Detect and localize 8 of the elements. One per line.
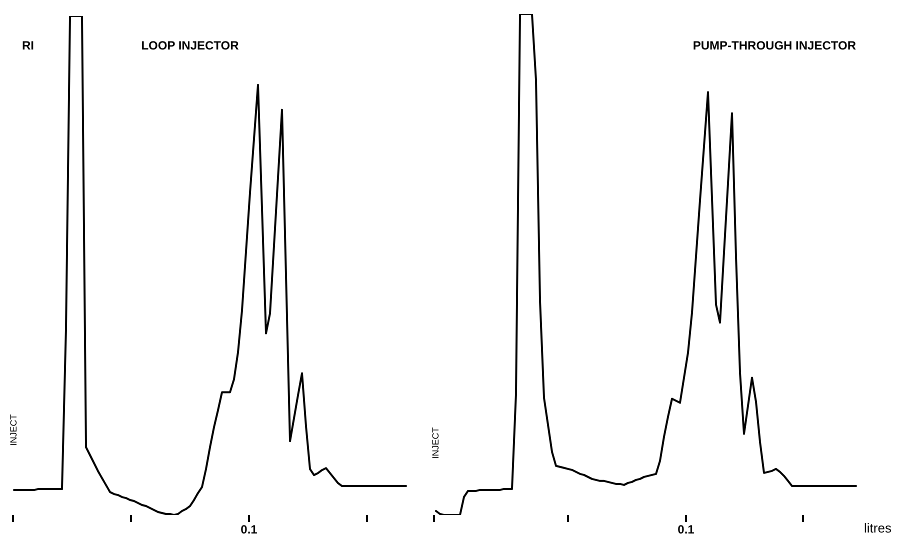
y-axis-title: RI	[22, 38, 34, 52]
text: PUMP-THROUGH INJECTOR	[692, 38, 856, 52]
annotation: INJECT	[8, 414, 18, 446]
annotation: INJECT	[430, 426, 440, 459]
text: 0.1	[240, 522, 258, 536]
text: LOOP INJECTOR	[141, 38, 240, 52]
x-axis-title: litres	[864, 520, 892, 536]
text: 0.1	[678, 522, 695, 536]
